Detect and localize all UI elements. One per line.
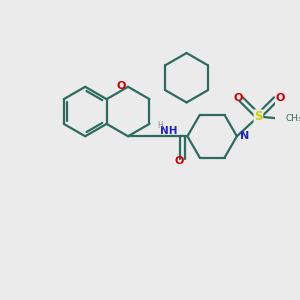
Text: H: H [158, 121, 164, 130]
Text: O: O [116, 81, 126, 91]
Text: O: O [175, 156, 184, 166]
Text: NH: NH [160, 126, 178, 136]
Text: O: O [275, 92, 284, 103]
Text: S: S [254, 110, 263, 123]
Text: CH₃: CH₃ [286, 114, 300, 123]
Text: N: N [240, 131, 249, 141]
Text: O: O [233, 92, 242, 103]
